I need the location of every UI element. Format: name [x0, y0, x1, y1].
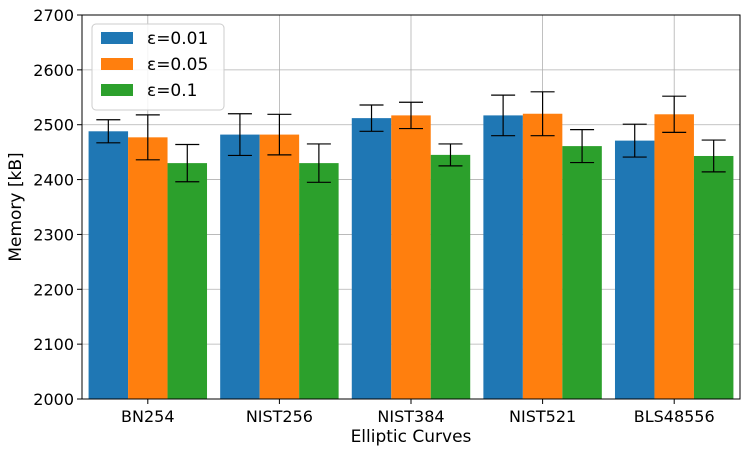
x-axis-label: Elliptic Curves: [351, 427, 472, 447]
bar: [654, 114, 694, 399]
y-axis-ticks: 2000 2100 2200 2300 2400 2500 2600 2700: [33, 6, 82, 409]
y-tick-label: 2500: [33, 116, 74, 135]
legend-swatch: [101, 32, 133, 44]
bar: [614, 140, 655, 399]
legend: ε=0.01 ε=0.05 ε=0.1: [91, 23, 225, 111]
y-axis-label: Memory [kB]: [6, 152, 26, 261]
bar: [562, 146, 602, 399]
x-tick-label: NIST256: [246, 407, 313, 426]
bar: [483, 115, 523, 399]
legend-swatch: [101, 58, 133, 70]
bar: [391, 115, 431, 399]
x-tick-label: NIST384: [377, 407, 444, 426]
x-axis-ticks: BN254 NIST256 NIST384 NIST521 BLS48556: [121, 399, 715, 426]
y-tick-label: 2100: [33, 335, 74, 354]
bar: [299, 163, 339, 399]
bar: [693, 155, 734, 399]
bar: [522, 113, 563, 399]
legend-entry: ε=0.1: [147, 81, 197, 101]
bar: [430, 154, 471, 399]
bar: [88, 131, 129, 399]
bar: [167, 163, 208, 399]
bar: [351, 118, 392, 399]
bar: [128, 137, 168, 399]
y-tick-label: 2300: [33, 225, 74, 244]
x-tick-label: BLS48556: [634, 407, 715, 426]
y-tick-label: 2600: [33, 61, 74, 80]
error-bars: [96, 91, 726, 183]
legend-entry: ε=0.05: [147, 55, 208, 75]
x-tick-label: BN254: [121, 407, 174, 426]
y-tick-label: 2700: [33, 6, 74, 25]
legend-swatch: [101, 84, 133, 96]
y-tick-label: 2200: [33, 280, 74, 299]
y-tick-label: 2400: [33, 171, 74, 190]
bar: [259, 134, 300, 400]
x-tick-label: NIST521: [509, 407, 576, 426]
y-tick-label: 2000: [33, 390, 74, 409]
legend-entry: ε=0.01: [147, 29, 208, 49]
bars: [88, 113, 734, 400]
bar: [220, 134, 260, 400]
